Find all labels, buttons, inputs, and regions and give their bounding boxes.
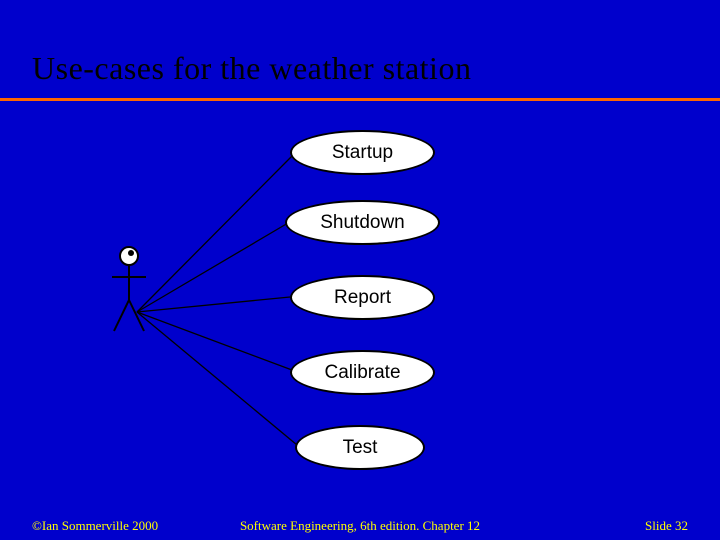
usecase-ellipse: Startup [290, 130, 435, 175]
usecase-label: Report [334, 287, 391, 309]
usecase-ellipse: Test [295, 425, 425, 470]
usecase-diagram: Startup Shutdown Report Calibrate Test [0, 120, 720, 500]
footer-slide-number: Slide 32 [645, 518, 688, 534]
usecase-label: Startup [332, 142, 393, 164]
usecase-label: Shutdown [320, 212, 405, 234]
usecase-label: Test [343, 437, 378, 459]
title-underline [0, 98, 720, 101]
usecase-label: Calibrate [324, 362, 400, 384]
slide: Use-cases for the weather station Startu… [0, 0, 720, 540]
usecase-ellipse: Report [290, 275, 435, 320]
usecase-ellipse: Calibrate [290, 350, 435, 395]
footer-chapter: Software Engineering, 6th edition. Chapt… [0, 518, 720, 534]
actor-stick-figure [110, 245, 148, 340]
usecase-ellipse: Shutdown [285, 200, 440, 245]
title-area: Use-cases for the weather station [32, 50, 688, 87]
slide-title: Use-cases for the weather station [32, 50, 688, 87]
